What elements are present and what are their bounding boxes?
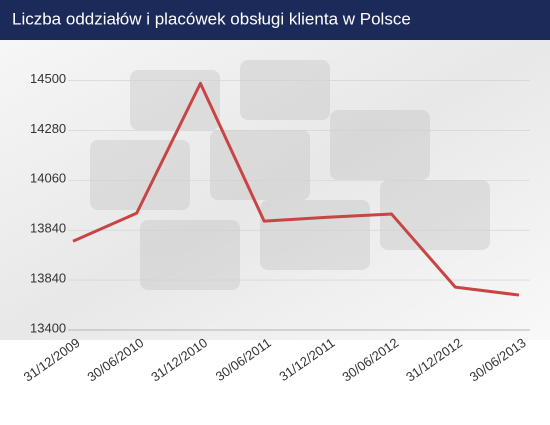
y-tick-label: 13400 (30, 320, 66, 335)
y-tick-label: 13840 (30, 271, 66, 286)
y-tick-label: 14500 (30, 71, 66, 86)
y-tick-label: 14060 (30, 171, 66, 186)
title-bar (0, 0, 550, 40)
chart-title: Liczba oddziałów i placówek obsługi klie… (12, 9, 411, 28)
y-tick-label: 14280 (30, 121, 66, 136)
background-image (0, 40, 550, 340)
y-tick-label: 13840 (30, 221, 66, 236)
data-line (72, 81, 520, 297)
